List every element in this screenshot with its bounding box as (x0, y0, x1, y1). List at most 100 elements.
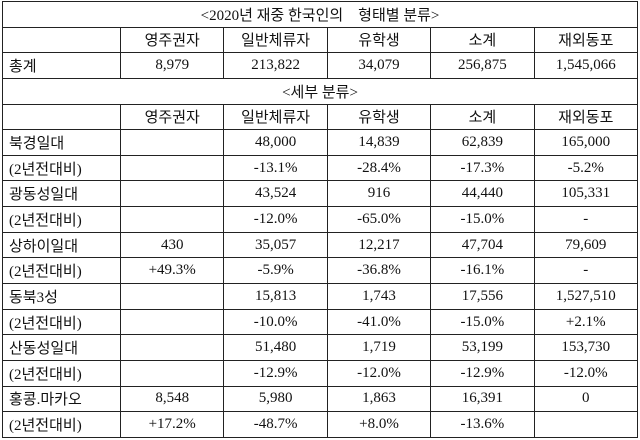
table-row: 상하이일대 430 35,057 12,217 47,704 79,609 (2, 231, 639, 259)
row-label: 북경일대 (2, 129, 121, 156)
table-row: (2년전대비) -12.0% -65.0% -15.0% - (2, 206, 639, 233)
value-cell: 1,863 (326, 385, 432, 413)
table-row: 총계 8,979 213,822 34,079 256,875 1,545,066 (2, 52, 639, 79)
value-cell: -16.1% (430, 257, 535, 285)
header-cell: 일반체류자 (223, 103, 328, 131)
value-cell (119, 206, 225, 233)
header-cell: 재외동포 (533, 103, 639, 131)
value-cell (119, 334, 225, 361)
row-label: (2년전대비) (2, 154, 121, 182)
row-label: (2년전대비) (2, 411, 121, 438)
value-cell: 105,331 (533, 180, 639, 208)
value-cell: 0 (533, 385, 639, 413)
value-cell: 17,556 (430, 283, 535, 310)
value-cell (119, 283, 225, 310)
value-cell: 35,057 (223, 231, 328, 259)
value-cell: 62,839 (430, 129, 535, 156)
value-cell: -36.8% (326, 257, 432, 285)
header-cell: 재외동포 (533, 26, 639, 54)
value-cell: -12.9% (223, 359, 328, 387)
row-label: 총계 (2, 52, 121, 79)
value-cell: 8,979 (119, 52, 225, 79)
header-cell: 유학생 (326, 26, 432, 54)
value-cell: -15.0% (430, 206, 535, 233)
value-cell: -41.0% (326, 308, 432, 336)
value-cell: -28.4% (326, 154, 432, 182)
table-row: 동북3성 15,813 1,743 17,556 1,527,510 (2, 283, 639, 310)
value-cell: -10.0% (223, 308, 328, 336)
value-cell: 916 (326, 180, 432, 208)
value-cell: -12.0% (533, 359, 639, 387)
table-row: (2년전대비) -12.9% -12.0% -12.9% -12.0% (2, 359, 639, 387)
row-label: 홍콩.마카오 (2, 385, 121, 413)
value-cell (533, 411, 639, 438)
value-cell: -48.7% (223, 411, 328, 438)
value-cell: -65.0% (326, 206, 432, 233)
value-cell: 79,609 (533, 231, 639, 259)
header-cell: 유학생 (326, 103, 432, 131)
table-row: 산동성일대 51,480 1,719 53,199 153,730 (2, 334, 639, 361)
value-cell (119, 129, 225, 156)
value-cell: 1,527,510 (533, 283, 639, 310)
value-cell: +49.3% (119, 257, 225, 285)
row-label: 상하이일대 (2, 231, 121, 259)
value-cell: 43,524 (223, 180, 328, 208)
value-cell: 12,217 (326, 231, 432, 259)
value-cell: 34,079 (326, 52, 432, 79)
value-cell: 1,545,066 (533, 52, 639, 79)
value-cell: 165,000 (533, 129, 639, 156)
value-cell: -5.2% (533, 154, 639, 182)
value-cell: 8,548 (119, 385, 225, 413)
value-cell (119, 154, 225, 182)
table-row: 영주권자 일반체류자 유학생 소계 재외동포 (2, 103, 639, 131)
value-cell: 213,822 (223, 52, 328, 79)
row-label: 동북3성 (2, 283, 121, 310)
header-cell (2, 26, 121, 54)
value-cell: -13.1% (223, 154, 328, 182)
value-cell: 256,875 (430, 52, 535, 79)
table-row: 홍콩.마카오 8,548 5,980 1,863 16,391 0 (2, 385, 639, 413)
value-cell: 430 (119, 231, 225, 259)
value-cell: 1,743 (326, 283, 432, 310)
row-label: (2년전대비) (2, 206, 121, 233)
value-cell: +17.2% (119, 411, 225, 438)
header-cell: 소계 (430, 26, 535, 54)
value-cell: +8.0% (326, 411, 432, 438)
value-cell: 47,704 (430, 231, 535, 259)
value-cell: -12.0% (326, 359, 432, 387)
value-cell (119, 308, 225, 336)
table-row: (2년전대비) -13.1% -28.4% -17.3% -5.2% (2, 154, 639, 182)
value-cell: -17.3% (430, 154, 535, 182)
table-row: <2020년 재중 한국인의 형태별 분류> (2, 1, 638, 28)
header-cell: 영주권자 (119, 103, 225, 131)
table-row: (2년전대비) +49.3% -5.9% -36.8% -16.1% - (2, 257, 639, 285)
table-row: (2년전대비) +17.2% -48.7% +8.0% -13.6% (2, 411, 639, 438)
value-cell: 153,730 (533, 334, 639, 361)
value-cell: 5,980 (223, 385, 328, 413)
value-cell: -12.0% (223, 206, 328, 233)
value-cell: 44,440 (430, 180, 535, 208)
header-cell: 영주권자 (119, 26, 225, 54)
table-title: <2020년 재중 한국인의 형태별 분류> (2, 1, 638, 28)
row-label: (2년전대비) (2, 308, 121, 336)
value-cell: 1,719 (326, 334, 432, 361)
header-cell (2, 103, 121, 131)
value-cell: 48,000 (223, 129, 328, 156)
table-row: 영주권자 일반체류자 유학생 소계 재외동포 (2, 26, 639, 54)
value-cell: -5.9% (223, 257, 328, 285)
row-label: 산동성일대 (2, 334, 121, 361)
row-label: (2년전대비) (2, 257, 121, 285)
table-row: 북경일대 48,000 14,839 62,839 165,000 (2, 129, 639, 156)
row-label: (2년전대비) (2, 359, 121, 387)
value-cell (119, 180, 225, 208)
value-cell: -12.9% (430, 359, 535, 387)
value-cell: 51,480 (223, 334, 328, 361)
value-cell: 14,839 (326, 129, 432, 156)
value-cell: 15,813 (223, 283, 328, 310)
value-cell: - (533, 257, 639, 285)
header-cell: 소계 (430, 103, 535, 131)
table-row: <세부 분류> (2, 77, 638, 105)
value-cell: +2.1% (533, 308, 639, 336)
